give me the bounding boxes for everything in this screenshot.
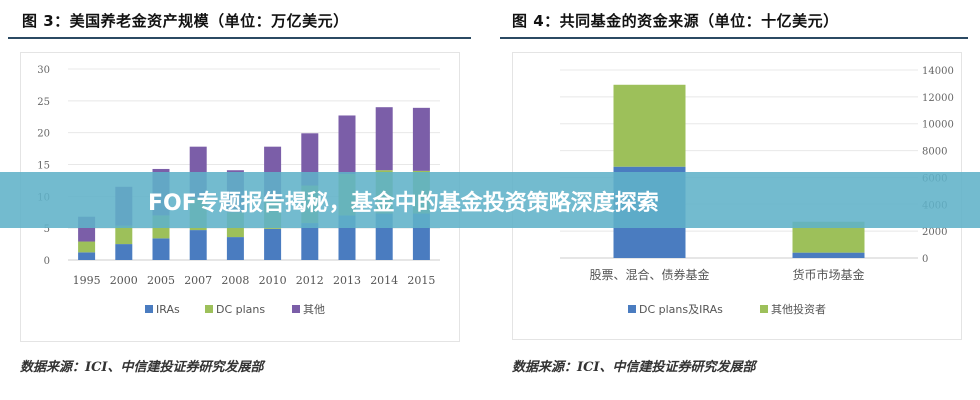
bar-IRAs (226, 237, 244, 260)
y-tick-label: 0 (44, 256, 50, 267)
y-tick-label: 12000 (922, 93, 954, 104)
chart-title-left: 图 3：美国养老金资产规模（单位：万亿美元） (22, 12, 349, 30)
y-tick-label: 8000 (922, 147, 947, 158)
y-tick-label: 14000 (922, 66, 954, 77)
x-tick-label: 2010 (259, 274, 287, 287)
legend-swatch (760, 305, 768, 313)
source-note-right: 数据来源：ICI、中信建投证券研究发展部 (512, 360, 756, 375)
bar-DC-plans及IRAs (792, 252, 865, 258)
bar-IRAs (152, 238, 170, 260)
y-tick-label: 2000 (922, 227, 947, 238)
legend-swatch (205, 305, 213, 313)
bar-IRAs (189, 230, 207, 260)
legend-swatch (145, 305, 153, 313)
chart-title-right: 图 4：共同基金的资金来源（单位：十亿美元） (512, 12, 839, 30)
y-tick-label: 15 (37, 161, 50, 172)
legend-label: 其他投资者 (771, 302, 826, 316)
bar-其他 (338, 115, 356, 175)
y-tick-label: 20 (37, 129, 50, 140)
bar-IRAs (78, 252, 96, 260)
x-tick-label: 2012 (296, 274, 324, 287)
title-rule-right (500, 37, 968, 39)
x-tick-label: 2008 (221, 274, 249, 287)
legend-swatch (628, 305, 636, 313)
bar-IRAs (264, 228, 282, 260)
bar-其他 (375, 107, 393, 171)
x-tick-label: 1995 (73, 274, 101, 287)
legend-label: DC plans (216, 303, 265, 316)
y-tick-label: 25 (37, 97, 50, 108)
title-banner: FOF专题报告揭秘，基金中的基金投资策略深度探索 (0, 172, 980, 228)
x-tick-label: 货币市场基金 (792, 267, 864, 282)
y-tick-label: 30 (37, 65, 50, 76)
source-note-left: 数据来源：ICI、中信建投证券研究发展部 (20, 360, 264, 375)
y-tick-label: 0 (922, 254, 928, 265)
legend-label: DC plans及IRAs (639, 303, 723, 316)
bar-IRAs (301, 223, 319, 260)
title-rule-left (8, 37, 471, 39)
x-tick-label: 2014 (370, 274, 398, 287)
y-tick-label: 10000 (922, 120, 954, 131)
legend-swatch (292, 305, 300, 313)
banner-text: FOF专题报告揭秘，基金中的基金投资策略深度探索 (148, 191, 659, 216)
y-tick-label: 5 (44, 224, 50, 235)
x-tick-label: 股票、混合、债券基金 (589, 267, 709, 282)
x-tick-label: 2005 (147, 274, 175, 287)
legend-label: IRAs (156, 303, 180, 316)
bar-DC-plans (115, 225, 133, 245)
bar-其他投资者 (613, 84, 686, 167)
x-tick-label: 2007 (184, 274, 212, 287)
x-tick-label: 2013 (333, 274, 361, 287)
bar-其他 (412, 107, 430, 171)
x-tick-label: 2000 (110, 274, 138, 287)
bar-DC-plans (78, 241, 96, 253)
x-tick-label: 2015 (407, 274, 435, 287)
legend-label: 其他 (303, 303, 325, 316)
bar-IRAs (115, 244, 133, 260)
